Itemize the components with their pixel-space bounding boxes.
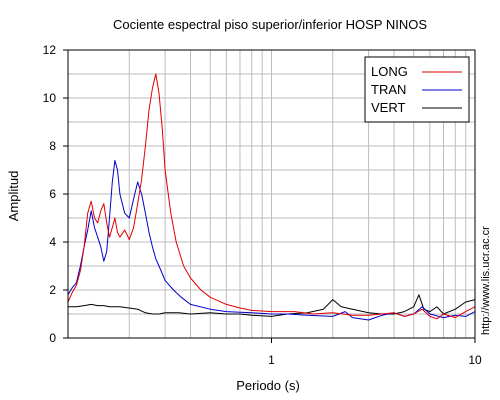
- y-tick-label: 2: [49, 283, 56, 297]
- y-tick-label: 0: [49, 331, 56, 345]
- legend-label-vert: VERT: [371, 100, 405, 115]
- x-axis-label: Periodo (s): [236, 378, 300, 393]
- x-axis-ticks: 1 10: [268, 338, 482, 367]
- y-tick-label: 4: [49, 235, 56, 249]
- legend-label-long: LONG: [371, 64, 408, 79]
- series-line-long: [67, 73, 476, 320]
- x-tick-label: 10: [468, 353, 482, 367]
- y-tick-label: 12: [43, 43, 57, 57]
- legend-label-tran: TRAN: [371, 82, 406, 97]
- y-tick-label: 10: [43, 91, 57, 105]
- chart-title: Cociente espectral piso superior/inferio…: [113, 17, 427, 32]
- side-url-text: http://www.lis.ucr.ac.cr: [480, 226, 492, 335]
- x-tick-label: 1: [268, 353, 275, 367]
- y-axis-label: Amplitud: [6, 171, 21, 222]
- legend: LONG TRAN VERT: [364, 56, 470, 123]
- y-axis-ticks: 0 2 4 6 8 10 12: [43, 43, 68, 345]
- series-line-vert: [68, 294, 476, 317]
- y-tick-label: 6: [49, 187, 56, 201]
- series-layer: [67, 73, 476, 321]
- y-tick-label: 8: [49, 139, 56, 153]
